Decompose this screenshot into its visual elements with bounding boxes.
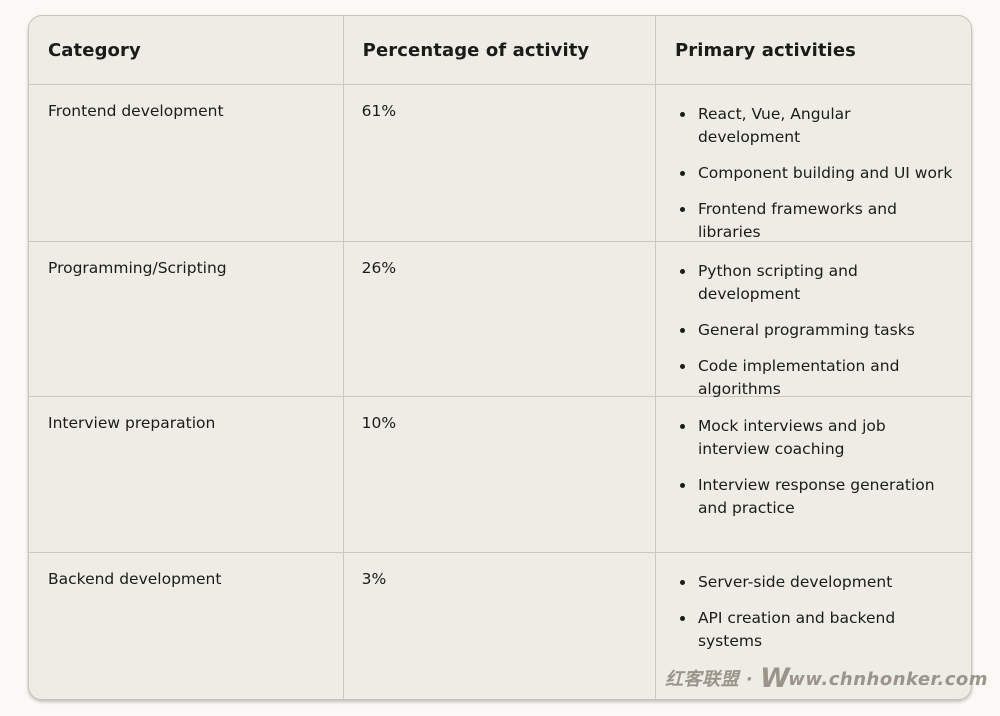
activity-item: Python scripting and development <box>696 260 957 306</box>
category-cell: Backend development <box>48 570 222 588</box>
activity-item: Code implementation and algorithms <box>696 355 957 401</box>
activity-item: Server-side development <box>696 571 957 594</box>
watermark: 红客联盟 · Www.chnhonker.com <box>665 663 988 694</box>
activity-item: Interview response generation and practi… <box>696 474 957 520</box>
category-cell: Interview preparation <box>48 414 216 432</box>
activities-cell: Python scripting and development General … <box>654 242 971 414</box>
category-cell: Frontend development <box>48 102 224 120</box>
activity-item: Frontend frameworks and libraries <box>696 198 957 244</box>
activity-item: React, Vue, Angular development <box>696 103 957 149</box>
column-header-primary-activities: Primary activities <box>654 16 971 84</box>
percentage-cell: 61% <box>342 85 655 257</box>
watermark-site-name: 红客联盟 · <box>665 669 760 690</box>
percentage-cell: 3% <box>342 553 655 699</box>
activity-table-card: Category Percentage of activity Primary … <box>28 15 972 700</box>
watermark-w-logo: W <box>759 663 791 694</box>
table-row: Interview preparation 10% Mock interviews … <box>29 396 971 552</box>
activity-item: General programming tasks <box>696 319 957 342</box>
activity-item: Mock interviews and job interview coachi… <box>696 415 957 461</box>
column-header-category: Category <box>48 39 141 61</box>
activities-list: Server-side development API creation and … <box>675 571 957 653</box>
category-cell: Programming/Scripting <box>48 259 227 277</box>
column-header-percentage: Percentage of activity <box>342 16 655 84</box>
activities-list: Python scripting and development General … <box>675 260 957 401</box>
activity-item: API creation and backend systems <box>696 607 957 653</box>
activity-item: Component building and UI work <box>696 162 957 185</box>
table-header-row: Category Percentage of activity Primary … <box>29 16 971 84</box>
percentage-cell: 26% <box>342 242 655 414</box>
activities-list: React, Vue, Angular development Component… <box>675 103 957 244</box>
watermark-url: ww.chnhonker.com <box>788 669 988 690</box>
activities-list: Mock interviews and job interview coachi… <box>675 415 957 520</box>
activities-cell: React, Vue, Angular development Component… <box>654 85 971 257</box>
percentage-cell: 10% <box>342 397 655 552</box>
activities-cell: Server-side development API creation and … <box>654 553 971 699</box>
activities-cell: Mock interviews and job interview coachi… <box>654 397 971 552</box>
